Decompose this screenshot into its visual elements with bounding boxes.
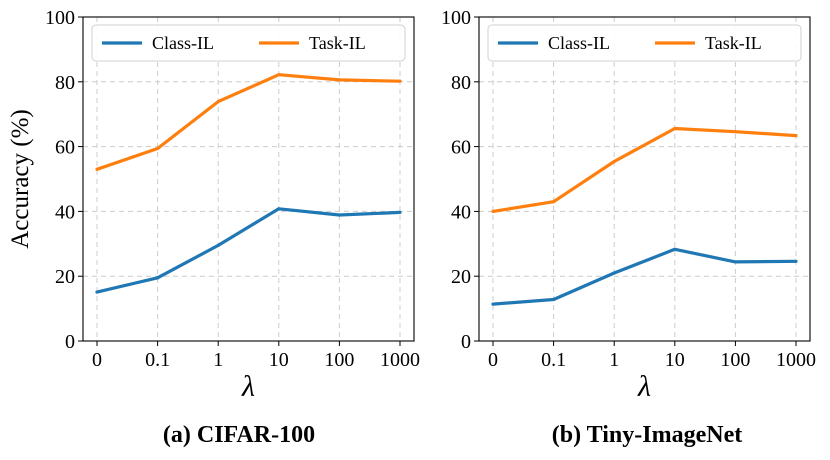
data-point-class-il [552, 297, 556, 302]
series-line-task-il [96, 73, 401, 171]
data-point-task-il [95, 167, 99, 171]
y-tick-label: 100 [45, 7, 75, 29]
plot-frame [82, 16, 415, 342]
legend-label-task-il: Task-IL [705, 33, 762, 53]
x-tick-label: 100 [324, 349, 354, 371]
x-tick-label: 1 [213, 349, 223, 371]
y-tick-label: 20 [55, 266, 75, 288]
y-tick-label: 20 [451, 266, 471, 288]
x-tick-label: 1000 [776, 349, 816, 371]
data-point-task-il [398, 79, 402, 83]
data-point-task-il [216, 99, 220, 104]
series-line-class-il [492, 247, 797, 306]
y-tick-label: 60 [55, 137, 75, 159]
data-point-task-il [612, 159, 616, 164]
x-tick-label: 100 [720, 349, 750, 371]
x-tick-label: 0.1 [145, 349, 170, 371]
legend-box [91, 24, 406, 62]
y-tick-label: 80 [55, 72, 75, 94]
data-point-task-il [733, 130, 738, 134]
panel-cifar100: 0 0.1 1 10 100 1000 0 20 40 60 80 100 λ Accuracy (%) C… [7, 7, 420, 403]
y-tick-label: 40 [451, 201, 471, 223]
x-tick-label: 1000 [380, 349, 420, 371]
data-point-task-il [552, 200, 556, 204]
y-tick-label: 0 [65, 331, 75, 353]
series-line-task-il [492, 126, 797, 213]
caption-tiny-imagenet: (b) Tiny-ImageNet [551, 422, 743, 448]
data-point-class-il [612, 271, 616, 275]
x-axis-label: λ [637, 370, 651, 403]
data-point-task-il [277, 73, 281, 77]
x-tick-label: 1 [609, 349, 619, 371]
y-tick-label: 60 [451, 137, 471, 159]
data-point-class-il [794, 259, 798, 263]
x-tick-label: 10 [269, 349, 289, 371]
data-point-task-il [156, 146, 160, 151]
data-point-class-il [156, 276, 160, 280]
data-point-class-il [337, 213, 341, 217]
y-tick-label: 0 [461, 331, 471, 353]
y-tick-label: 40 [55, 201, 75, 223]
series-line-class-il [96, 207, 401, 294]
legend-box [487, 24, 802, 62]
x-axis-label: λ [241, 370, 255, 403]
x-tick-label: 0 [92, 349, 102, 371]
x-tick-label: 0 [488, 349, 498, 371]
data-point-class-il [95, 290, 99, 294]
data-point-class-il [733, 260, 738, 264]
data-point-class-il [673, 247, 677, 251]
data-point-task-il [794, 133, 798, 138]
data-point-class-il [216, 243, 220, 248]
data-point-task-il [337, 78, 341, 82]
panel-tiny-imagenet: 0 0.1 1 10 100 1000 0 20 40 60 80 100 λ Class-IL Task-… [441, 7, 816, 403]
data-point-class-il [277, 207, 281, 211]
legend-label-class-il: Class-IL [152, 33, 214, 53]
plot-frame [478, 16, 811, 342]
legend-label-task-il: Task-IL [309, 33, 366, 53]
y-tick-label: 80 [451, 72, 471, 94]
x-tick-label: 0.1 [541, 349, 566, 371]
data-point-class-il [398, 210, 402, 214]
caption-cifar100: (a) CIFAR-100 [162, 422, 316, 448]
y-axis-label: Accuracy (%) [7, 109, 34, 249]
y-tick-label: 100 [441, 7, 471, 29]
legend-label-class-il: Class-IL [548, 33, 610, 53]
data-point-class-il [491, 302, 495, 306]
data-point-task-il [491, 209, 495, 213]
data-point-task-il [673, 126, 677, 131]
x-tick-label: 10 [665, 349, 685, 371]
